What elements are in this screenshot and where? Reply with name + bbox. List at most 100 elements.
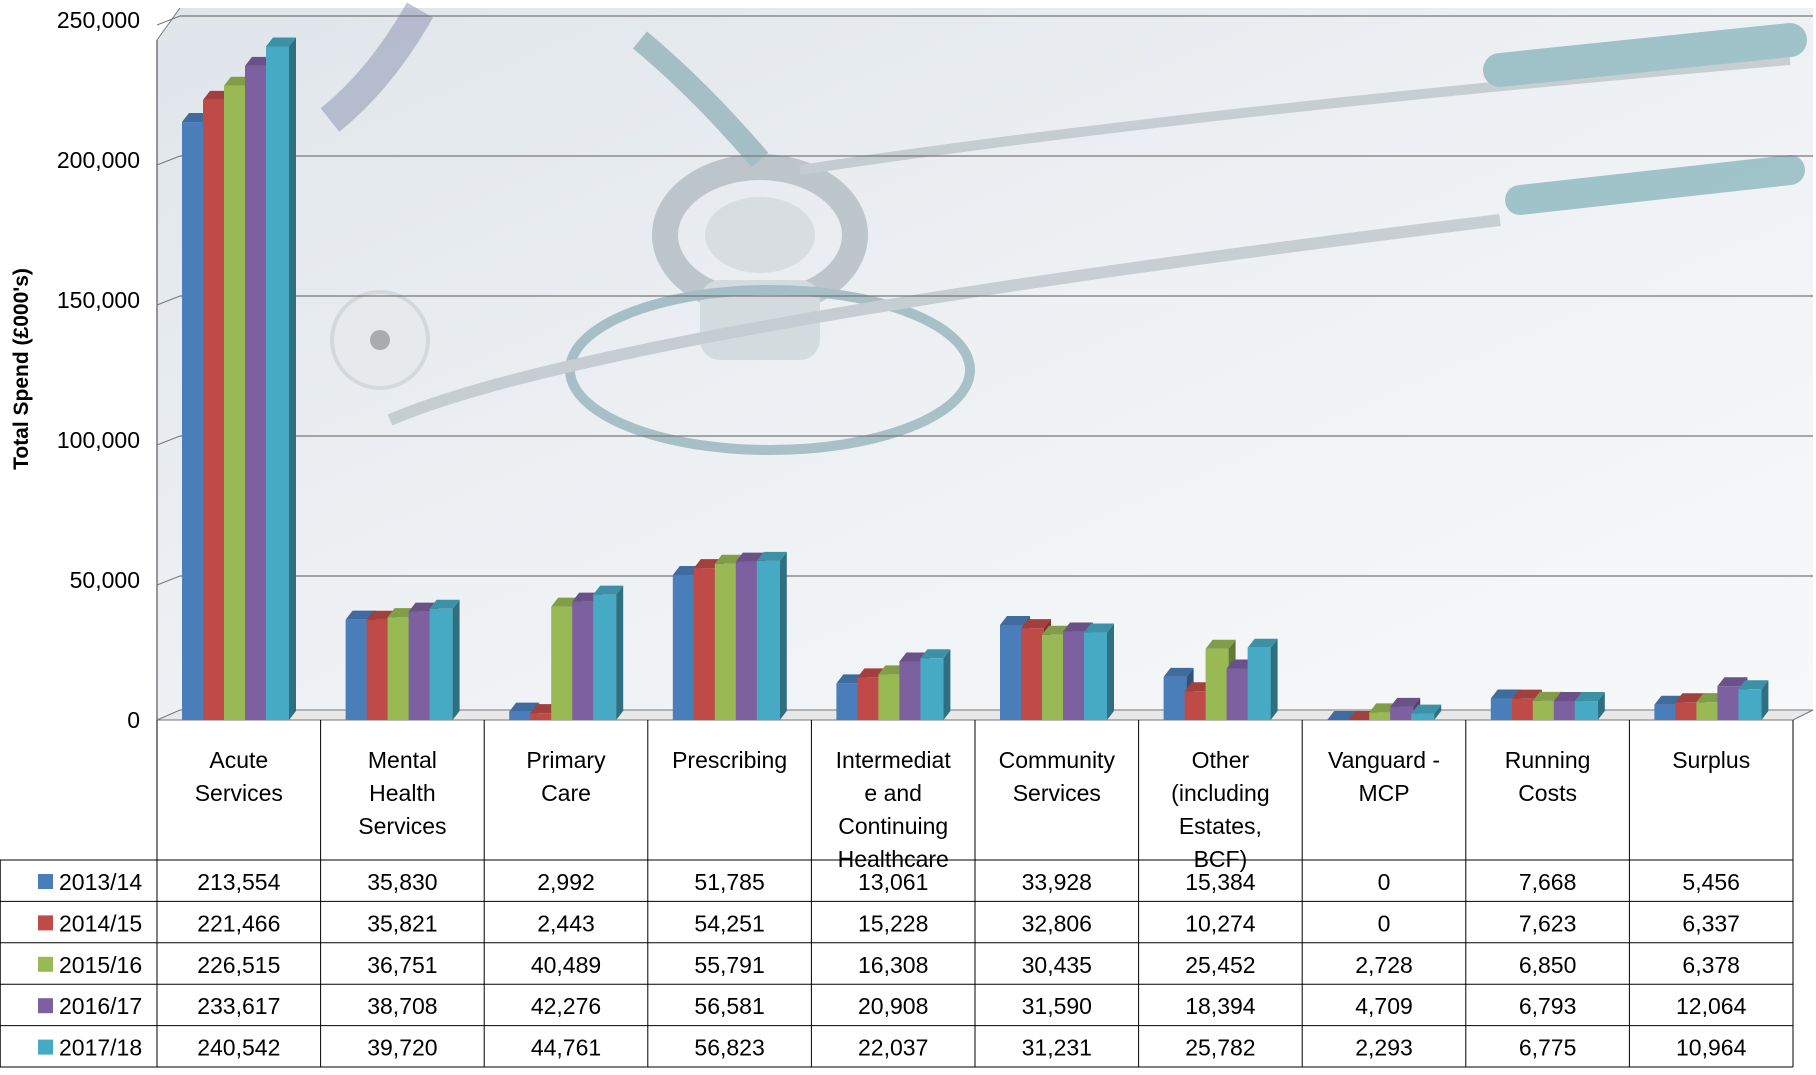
- legend-swatch: [38, 1039, 53, 1055]
- data-label: 35,830: [367, 869, 437, 895]
- bar-front: [1675, 702, 1699, 720]
- category-label: Healthcare: [838, 846, 949, 872]
- bar-front: [1063, 631, 1086, 720]
- category-label: Prescribing: [672, 747, 787, 773]
- data-label: 54,251: [694, 910, 764, 936]
- data-label: 36,751: [367, 952, 437, 978]
- bar-side: [1107, 623, 1114, 720]
- category-label: Other: [1192, 747, 1250, 773]
- data-label: 7,623: [1519, 910, 1577, 936]
- legend-swatch: [38, 915, 53, 931]
- gridline-diagonal: [156, 295, 181, 306]
- bar-front: [345, 619, 369, 720]
- data-label: 15,384: [1185, 869, 1256, 895]
- bar: [1247, 638, 1278, 720]
- stethoscope-photo-image: [320, 2, 1807, 455]
- bar-top: [593, 585, 624, 595]
- bar-front: [572, 601, 596, 720]
- bar: [1327, 711, 1358, 720]
- bar-side: [452, 599, 460, 720]
- y-tick-label: 250,000: [57, 7, 140, 33]
- category-label: Running: [1505, 747, 1591, 773]
- category-label: e and: [864, 780, 922, 806]
- data-label: 233,617: [197, 993, 280, 1019]
- bar-side: [1434, 704, 1442, 720]
- category-label: MCP: [1358, 780, 1409, 806]
- data-label: 38,708: [367, 993, 437, 1019]
- data-label: 6,793: [1519, 993, 1577, 1019]
- bar-top: [1163, 667, 1194, 677]
- bar: [429, 599, 460, 720]
- bar-front: [1574, 701, 1598, 720]
- bar: [1411, 704, 1442, 720]
- data-label: 5,456: [1682, 869, 1740, 895]
- bar-front: [551, 606, 575, 720]
- category-label: Mental: [368, 747, 437, 773]
- y-axis: 0 50,000 100,000 150,000 200,000 250,000: [57, 7, 181, 733]
- data-label: 7,668: [1519, 869, 1577, 895]
- bar-front: [1163, 676, 1187, 720]
- bar-side: [1597, 692, 1605, 720]
- category-label: Vanguard -: [1328, 747, 1440, 773]
- gridline-diagonal: [156, 435, 181, 446]
- bar-front: [836, 683, 860, 720]
- bar-front: [714, 563, 738, 720]
- bar-top: [920, 649, 951, 659]
- bar-front: [366, 619, 390, 720]
- gridline-diagonal: [156, 575, 181, 586]
- series-name: 2014/15: [59, 910, 142, 936]
- category-label: (including: [1171, 780, 1269, 806]
- bar-front: [1532, 700, 1556, 720]
- data-label: 0: [1378, 869, 1391, 895]
- bar-front: [1490, 698, 1514, 720]
- data-label: 30,435: [1022, 952, 1092, 978]
- bar: [1084, 623, 1114, 720]
- data-label: 15,228: [858, 910, 928, 936]
- data-label: 2,992: [537, 869, 595, 895]
- bar-top: [1084, 623, 1114, 633]
- bar-top: [429, 599, 460, 609]
- data-label: 32,806: [1022, 910, 1092, 936]
- data-label: 16,308: [858, 952, 928, 978]
- data-label: 44,761: [531, 1035, 601, 1061]
- data-label: 4,709: [1355, 993, 1413, 1019]
- data-label: 2,443: [537, 910, 595, 936]
- bar-top: [1021, 619, 1051, 629]
- data-label: 10,274: [1185, 910, 1256, 936]
- bar-front: [1511, 698, 1535, 720]
- bar-front: [1369, 712, 1393, 720]
- data-label: 55,791: [694, 952, 764, 978]
- bar-front: [1696, 702, 1720, 720]
- plot-background: [157, 2, 1813, 720]
- data-label: 240,542: [197, 1035, 280, 1061]
- legend-swatch: [38, 956, 53, 972]
- data-label: 56,581: [694, 993, 764, 1019]
- data-label: 39,720: [367, 1035, 437, 1061]
- bar: [1738, 680, 1769, 720]
- bar-front: [1021, 628, 1044, 720]
- bar-front: [530, 713, 554, 720]
- bar-side: [943, 649, 951, 720]
- bar-top: [1490, 689, 1521, 699]
- y-axis-label: Total Spend (£000's): [10, 268, 33, 470]
- bar-front: [245, 65, 268, 721]
- bar-front: [1042, 634, 1065, 720]
- category-label: Community: [999, 747, 1116, 773]
- bar-front: [1226, 668, 1250, 720]
- bar: [756, 551, 787, 720]
- bar-front: [429, 608, 453, 720]
- bar-front: [693, 568, 717, 720]
- bar-front: [182, 122, 205, 720]
- series-name: 2016/17: [59, 993, 142, 1019]
- data-label: 0: [1378, 910, 1391, 936]
- bar-front: [1247, 647, 1271, 720]
- bar-front: [1654, 704, 1678, 720]
- data-label: 2,728: [1355, 952, 1413, 978]
- legend-swatch: [38, 874, 53, 889]
- bar: [1574, 692, 1605, 720]
- bar-top: [1511, 689, 1542, 699]
- bar-top: [1000, 616, 1030, 626]
- bar-front: [1738, 689, 1762, 720]
- bar-front: [509, 711, 533, 720]
